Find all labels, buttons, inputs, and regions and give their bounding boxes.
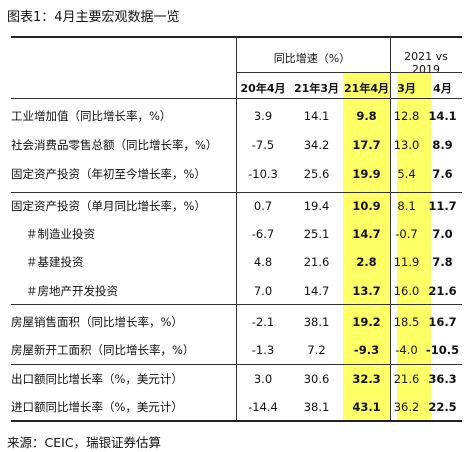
table-cell: 14.1 (428, 109, 457, 123)
row-label: 进口额同比增长率（%，美元计） (11, 400, 183, 414)
table-cell: 5.4 (397, 167, 416, 181)
table-cell: 34.2 (303, 138, 330, 152)
table-row: ＃基建投资 4.8 21.6 2.8 11.9 7.8 (0, 247, 476, 277)
row-label: ＃基建投资 (26, 255, 84, 269)
table-cell: 19.2 (352, 315, 381, 329)
table-cell: 14.7 (303, 284, 330, 298)
table-row: 房屋新开工面积（同比增长率，%） -1.3 7.2 -9.3 -4.0 -10.5 (0, 335, 476, 365)
row-label: 房屋销售面积（同比增长率，%） (11, 315, 183, 329)
table-cell: 14.7 (352, 227, 381, 241)
table-cell: -7.5 (251, 138, 275, 152)
table-cell: 7.2 (307, 343, 326, 357)
table-cell: 25.6 (303, 167, 330, 181)
row-label: ＃房地产开发投资 (26, 284, 118, 298)
col-separator-mid (390, 36, 391, 420)
table-row: 社会消费品零售总额（同比增长率，%） -7.5 34.2 17.7 13.0 8.9 (0, 130, 476, 160)
table-cell: 21.6 (303, 255, 330, 269)
table-cell: 12.8 (393, 109, 420, 123)
row-label: ＃制造业投资 (26, 227, 95, 241)
table-cell: 8.1 (397, 199, 416, 213)
table-cell: 7.0 (432, 227, 453, 241)
table-cell: -0.7 (395, 227, 418, 241)
table-cell: -4.0 (395, 343, 418, 357)
table-row: 固定资产投资（单月同比增长率，%） 0.7 19.4 10.9 8.1 11.7 (0, 191, 476, 221)
table-cell: 16.7 (428, 315, 457, 329)
table-row: 固定资产投资（年初至今增长率，%） -10.3 25.6 19.9 5.4 7.6 (0, 159, 476, 189)
table-cell: 18.5 (393, 315, 420, 329)
row-label: 固定资产投资（年初至今增长率，%） (11, 167, 206, 181)
table-cell: 4.8 (253, 255, 273, 269)
table-cell: 19.9 (352, 167, 381, 181)
table-cell: 9.8 (356, 109, 377, 123)
table-cell: 19.4 (303, 199, 330, 213)
table-cell: 3.9 (253, 109, 273, 123)
table-cell: -2.1 (251, 315, 275, 329)
source-note: 来源：CEIC，瑞银证券估算 (7, 435, 162, 450)
table-title: 图表1：4月主要宏观数据一览 (7, 10, 180, 25)
col-header-mar: 3月 (397, 82, 416, 95)
table-cell: 14.1 (303, 109, 330, 123)
table-cell: 13.7 (352, 284, 381, 298)
table-cell: 36.2 (393, 400, 420, 414)
table-cell: -9.3 (353, 343, 380, 357)
table-row: 出口额同比增长率（%，美元计） 3.0 30.6 32.3 21.6 36.3 (0, 364, 476, 394)
table-cell: 10.9 (352, 199, 381, 213)
table-cell: 21.6 (393, 372, 420, 386)
table-row: ＃房地产开发投资 7.0 14.7 13.7 16.0 21.6 (0, 276, 476, 306)
col-header-21apr: 21年4月 (344, 82, 389, 95)
table-row: ＃制造业投资 -6.7 25.1 14.7 -0.7 7.0 (0, 219, 476, 249)
table-cell: 36.3 (428, 372, 457, 386)
table-cell: -14.4 (248, 400, 278, 414)
table-cell: 21.6 (428, 284, 457, 298)
group-separator-1 (11, 192, 462, 193)
group-separator-2 (11, 304, 462, 305)
col-header-apr: 4月 (433, 82, 452, 95)
table-cell: 22.5 (428, 400, 457, 414)
table-row: 房屋销售面积（同比增长率，%） -2.1 38.1 19.2 18.5 16.7 (0, 307, 476, 337)
table-cell: 30.6 (303, 372, 330, 386)
table-cell: 0.7 (253, 199, 273, 213)
table-cell: 7.0 (253, 284, 273, 298)
highlight-col-21apr (343, 72, 390, 420)
table-row: 进口额同比增长率（%，美元计） -14.4 38.1 43.1 36.2 22.5 (0, 392, 476, 422)
highlight-col-apr-vs-2019 (397, 72, 431, 420)
row-label: 固定资产投资（单月同比增长率，%） (11, 199, 206, 213)
table-cell: 7.6 (432, 167, 453, 181)
row-label: 社会消费品零售总额（同比增长率，%） (11, 138, 218, 152)
table-cell: 38.1 (303, 400, 330, 414)
col-separator-left (236, 36, 237, 420)
table-cell: 32.3 (352, 372, 381, 386)
header-divider (236, 72, 462, 73)
table-cell: 13.0 (393, 138, 420, 152)
table-cell: -6.7 (251, 227, 275, 241)
col-header-21mar: 21年3月 (294, 82, 339, 95)
bottom-rule (11, 420, 462, 422)
row-label: 房屋新开工面积（同比增长率，%） (11, 343, 195, 357)
table-cell: 38.1 (303, 315, 330, 329)
table-cell: 7.8 (432, 255, 453, 269)
table-cell: 2.8 (356, 255, 377, 269)
row-label: 工业增加值（同比增长率，%） (11, 109, 172, 123)
table-cell: 25.1 (303, 227, 330, 241)
table-cell: 8.9 (432, 138, 453, 152)
table-cell: 3.0 (253, 372, 273, 386)
table-cell: 17.7 (352, 138, 381, 152)
table-cell: -1.3 (251, 343, 275, 357)
table-row: 工业增加值（同比增长率，%） 3.9 14.1 9.8 12.8 14.1 (0, 101, 476, 131)
table-cell: 43.1 (352, 400, 381, 414)
col-header-20apr: 20年4月 (240, 82, 286, 95)
row-label: 出口额同比增长率（%，美元计） (11, 372, 183, 386)
table-cell: -10.3 (248, 167, 278, 181)
table-cell: 16.0 (393, 284, 420, 298)
table-cell: -10.5 (425, 343, 460, 357)
header-group-yoy: 同比增速（%） (273, 52, 351, 65)
table-cell: 11.9 (393, 255, 420, 269)
table-cell: 11.7 (428, 199, 457, 213)
group-separator-3 (11, 364, 462, 365)
